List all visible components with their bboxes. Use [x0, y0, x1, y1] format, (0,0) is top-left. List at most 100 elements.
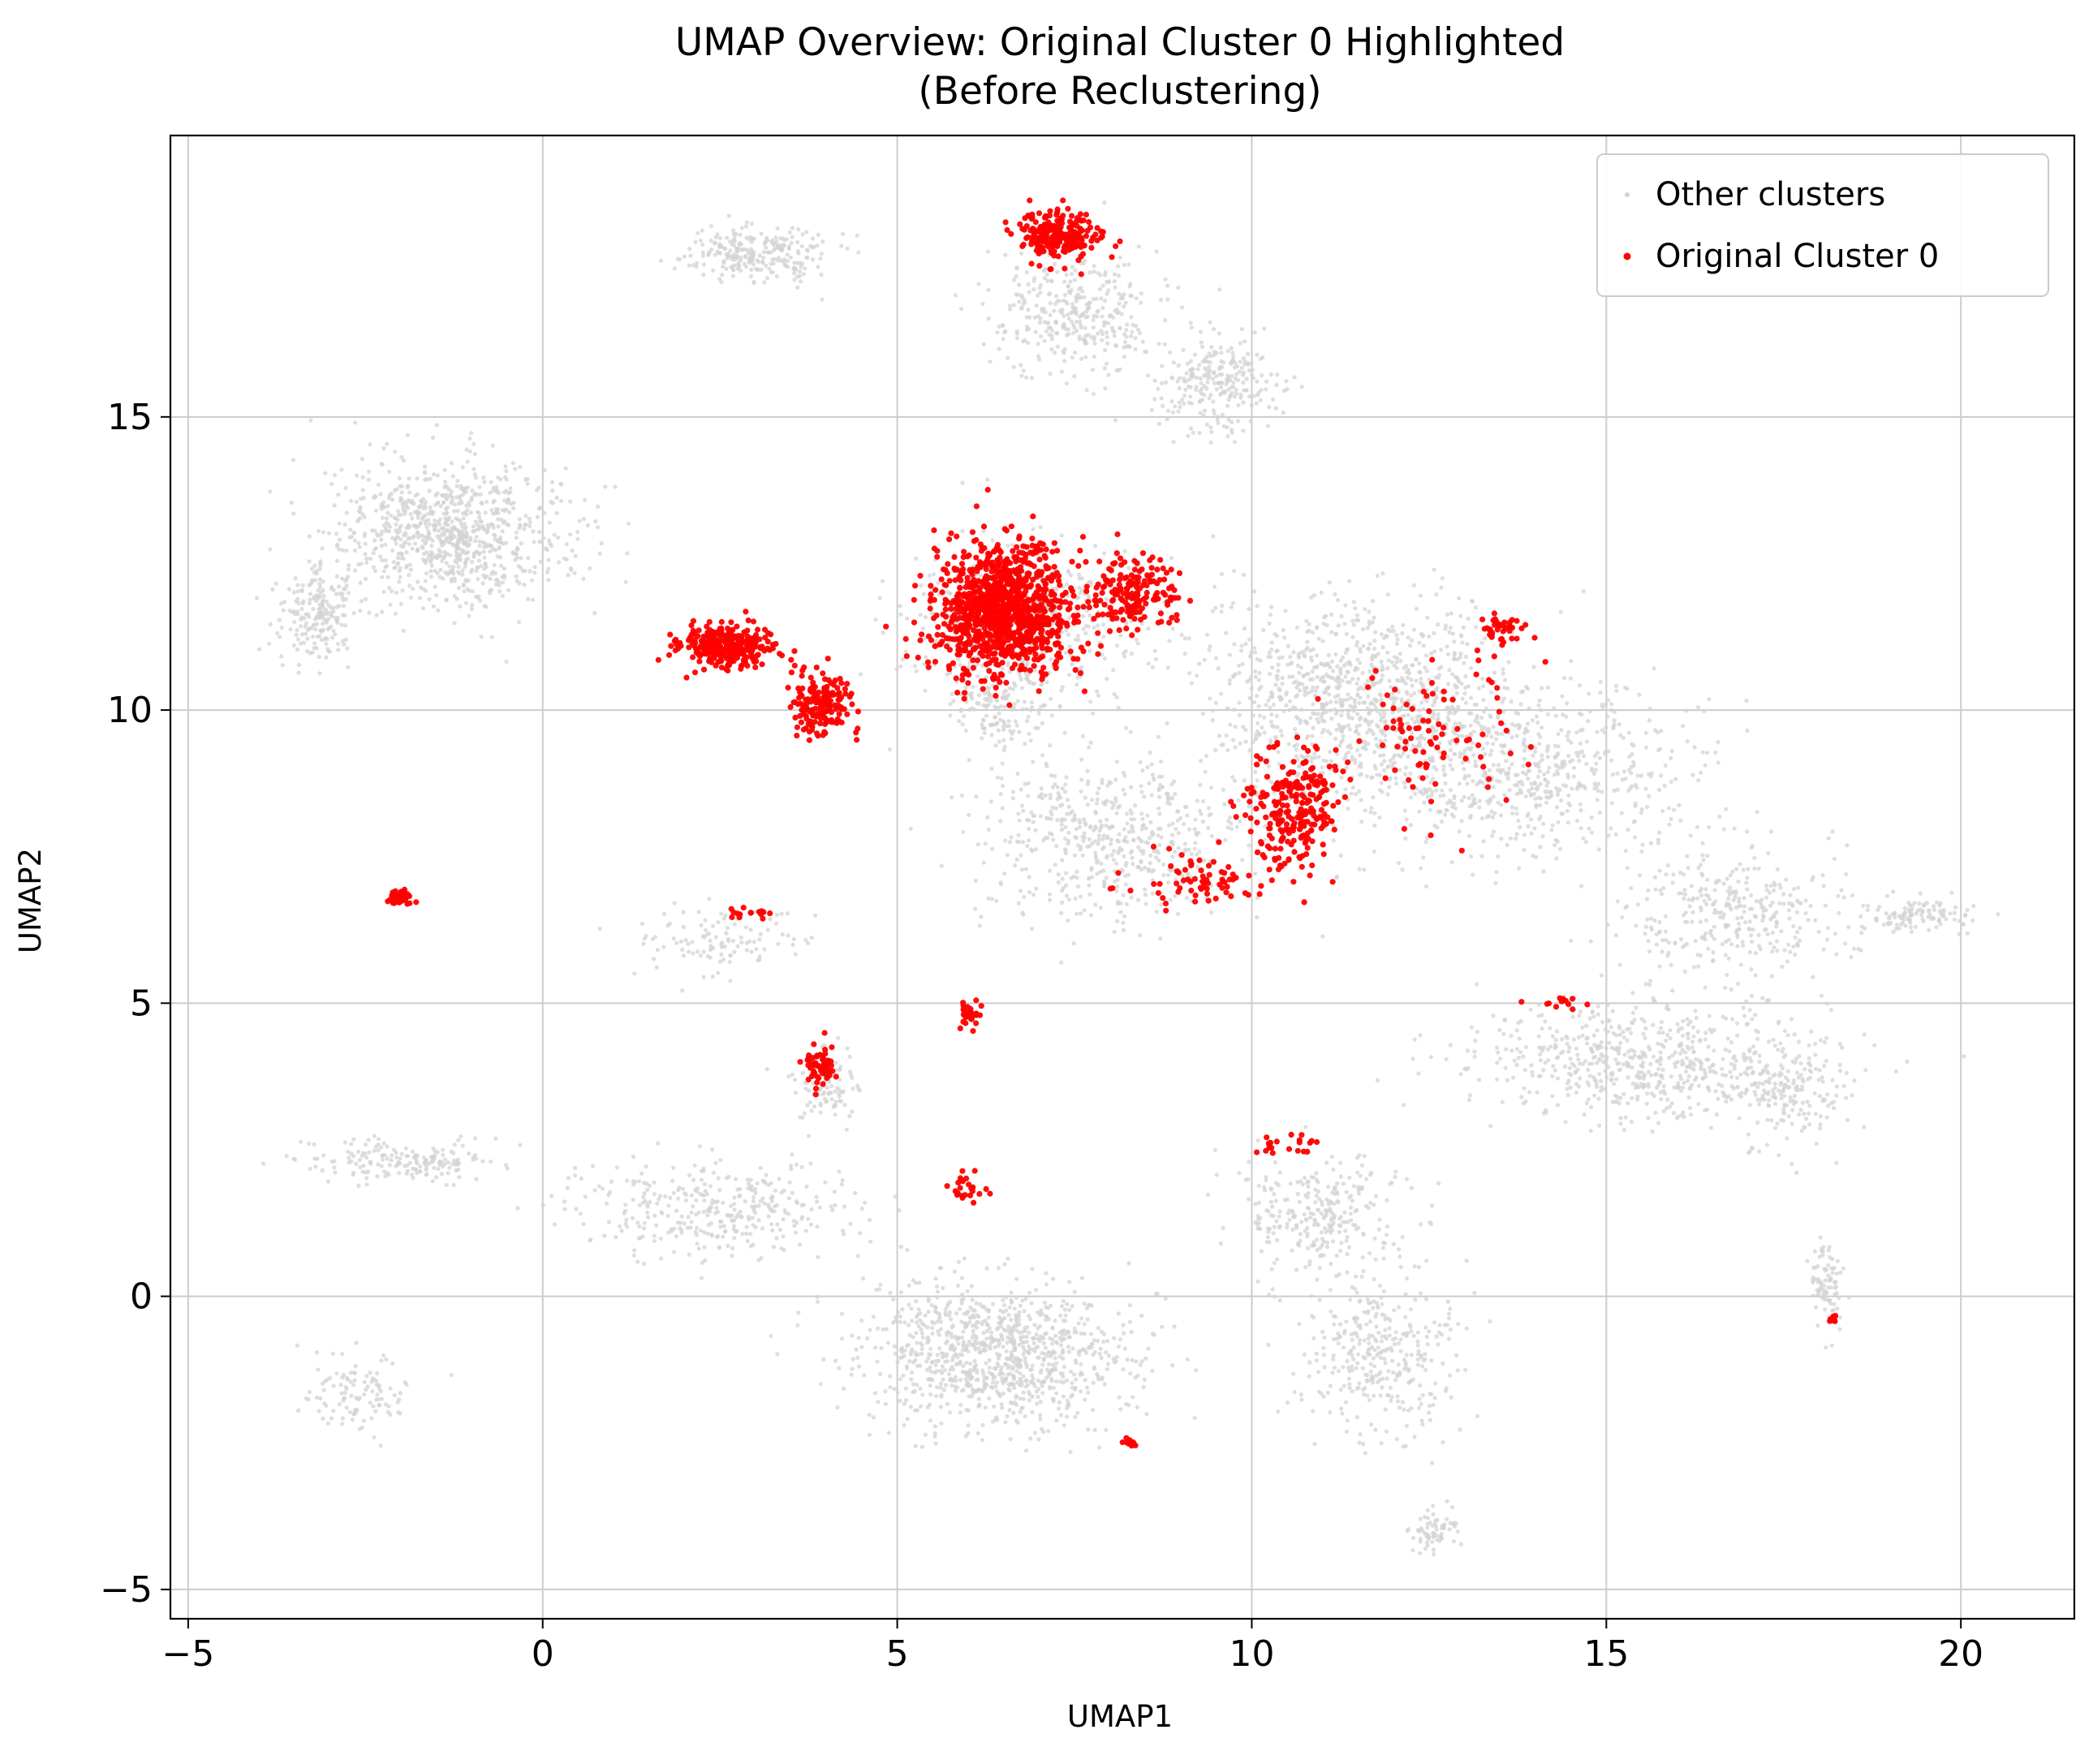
- other-clusters-point: [1779, 929, 1783, 933]
- other-clusters-point: [775, 274, 779, 278]
- other-clusters-point: [407, 524, 411, 528]
- other-clusters-point: [1074, 870, 1079, 874]
- other-clusters-point: [340, 577, 344, 581]
- other-clusters-point: [881, 630, 885, 635]
- other-clusters-point: [1839, 888, 1843, 893]
- other-clusters-point: [1736, 982, 1740, 986]
- other-clusters-point: [1251, 376, 1255, 380]
- other-clusters-point: [1099, 906, 1103, 910]
- other-clusters-point: [1290, 660, 1294, 665]
- other-clusters-point: [1320, 712, 1324, 716]
- other-clusters-point: [1406, 691, 1410, 695]
- other-clusters-point: [1297, 652, 1301, 656]
- other-clusters-point: [485, 527, 489, 531]
- other-clusters-point: [1079, 357, 1083, 361]
- other-clusters-point: [1422, 707, 1426, 711]
- other-clusters-point: [1238, 701, 1242, 705]
- other-clusters-point: [1040, 753, 1044, 757]
- other-clusters-point: [1126, 262, 1130, 266]
- other-clusters-point: [1078, 320, 1082, 324]
- other-clusters-point: [1379, 718, 1383, 722]
- other-clusters-point: [441, 501, 446, 505]
- other-clusters-point: [1447, 718, 1451, 722]
- other-clusters-point: [1067, 673, 1071, 677]
- other-clusters-point: [1218, 372, 1222, 376]
- other-clusters-point: [321, 628, 325, 632]
- other-clusters-point: [1105, 330, 1109, 334]
- other-clusters-point: [1078, 315, 1082, 319]
- other-clusters-point: [1277, 695, 1281, 699]
- other-clusters-point: [1109, 842, 1113, 846]
- other-clusters-point: [1614, 933, 1618, 937]
- other-clusters-point: [1677, 892, 1681, 896]
- other-clusters-point: [331, 609, 335, 613]
- other-clusters-point: [1821, 873, 1825, 877]
- other-clusters-point: [998, 819, 1002, 823]
- other-clusters-point: [1527, 768, 1531, 772]
- other-clusters-point: [1526, 777, 1530, 781]
- other-clusters-point: [1743, 920, 1747, 924]
- other-clusters-point: [1535, 715, 1539, 719]
- other-clusters-point: [474, 520, 478, 524]
- other-clusters-point: [553, 533, 557, 537]
- other-clusters-point: [482, 556, 486, 560]
- other-clusters-point: [1073, 326, 1077, 330]
- other-clusters-point: [1181, 874, 1185, 878]
- other-clusters-point: [424, 500, 428, 504]
- other-clusters-point: [1379, 729, 1383, 733]
- other-clusters-point: [1524, 794, 1528, 798]
- other-clusters-point: [1051, 785, 1055, 789]
- other-clusters-point: [603, 484, 607, 488]
- other-clusters-point: [1071, 941, 1075, 945]
- other-clusters-point: [1749, 933, 1753, 937]
- other-clusters-point: [355, 473, 359, 477]
- other-clusters-point: [318, 559, 322, 563]
- other-clusters-point: [1173, 850, 1177, 854]
- other-clusters-point: [1603, 731, 1607, 735]
- other-clusters-point: [398, 575, 403, 579]
- other-clusters-point: [1329, 716, 1333, 721]
- other-clusters-point: [1135, 638, 1139, 642]
- other-clusters-point: [1465, 642, 1469, 646]
- other-clusters-point: [1129, 334, 1133, 338]
- other-clusters-point: [1487, 814, 1491, 818]
- other-clusters-point: [1445, 644, 1449, 648]
- other-clusters-point: [1359, 650, 1363, 654]
- other-clusters-point: [1264, 703, 1268, 707]
- other-clusters-point: [411, 501, 416, 506]
- other-clusters-point: [1030, 376, 1034, 380]
- other-clusters-point: [381, 501, 385, 505]
- other-clusters-point: [1431, 777, 1435, 781]
- other-clusters-point: [1509, 837, 1513, 841]
- other-clusters-point: [1230, 775, 1234, 779]
- other-clusters-point: [1505, 686, 1509, 691]
- other-clusters-point: [575, 530, 579, 534]
- other-clusters-point: [1122, 827, 1126, 831]
- other-clusters-point: [1011, 789, 1015, 794]
- other-clusters-point: [1260, 725, 1264, 729]
- other-clusters-point: [1724, 807, 1728, 811]
- other-clusters-point: [316, 614, 320, 618]
- other-clusters-point: [1185, 813, 1189, 817]
- other-clusters-point: [1570, 786, 1574, 790]
- other-clusters-point: [1669, 780, 1673, 784]
- other-clusters-point: [571, 549, 575, 553]
- other-clusters-point: [1174, 827, 1178, 831]
- other-clusters-point: [1187, 828, 1191, 832]
- other-clusters-point: [1741, 940, 1745, 944]
- other-clusters-point: [1716, 760, 1720, 764]
- other-clusters-point: [430, 539, 434, 543]
- other-clusters-point: [1558, 847, 1562, 851]
- other-clusters-point: [438, 575, 442, 579]
- other-clusters-point: [1382, 636, 1386, 640]
- other-clusters-point: [428, 522, 432, 526]
- other-clusters-point: [1457, 734, 1461, 738]
- other-clusters-point: [318, 606, 322, 610]
- other-clusters-point: [315, 646, 319, 650]
- other-clusters-point: [1060, 858, 1064, 862]
- other-clusters-point: [1469, 733, 1473, 737]
- other-clusters-point: [353, 568, 357, 572]
- other-clusters-point: [1097, 837, 1101, 841]
- other-clusters-point: [394, 541, 398, 545]
- other-clusters-point: [550, 488, 554, 493]
